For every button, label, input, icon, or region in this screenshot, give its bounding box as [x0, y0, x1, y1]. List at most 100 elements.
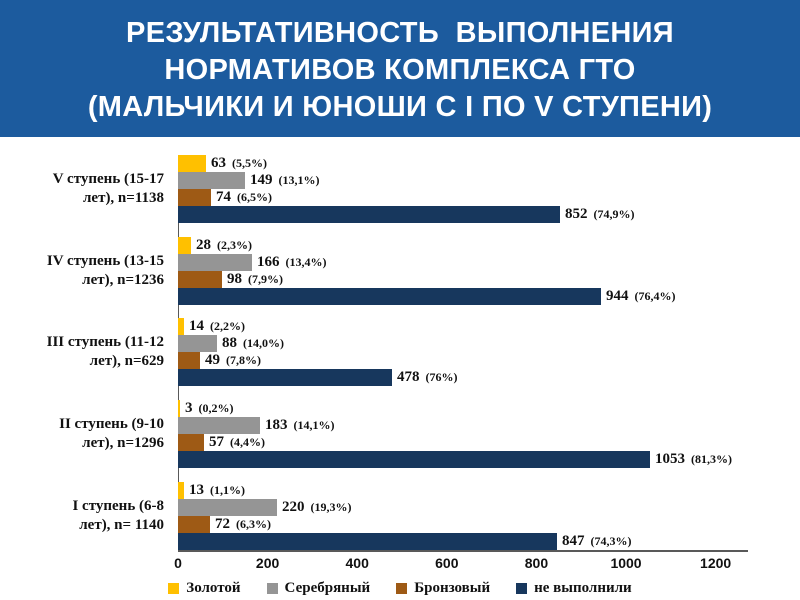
- bar-gold: [178, 236, 191, 254]
- bar-value-label: 14: [189, 318, 204, 335]
- bar-percent-label: (14,0%): [243, 336, 284, 351]
- bar-percent-label: (74,3%): [590, 533, 632, 548]
- bar-not-passed: [178, 287, 601, 305]
- legend-item: Бронзовый: [396, 580, 490, 597]
- bar-bronze: [178, 515, 210, 533]
- bar-value-label: 183: [265, 417, 288, 434]
- category-label: V ступень (15-17: [52, 171, 164, 187]
- legend-label: Золотой: [186, 579, 241, 596]
- bar-row: 1053 (81,3%): [178, 451, 800, 469]
- bar-bronze: [178, 352, 200, 370]
- category-label: III ступень (11-12: [46, 334, 164, 351]
- bar-percent-label: (2,3%): [217, 237, 252, 252]
- bar-value-label: 98: [227, 270, 242, 287]
- legend-swatch-icon: [266, 582, 278, 594]
- category-label-cell: IV ступень (13-15 лет), n=1236: [0, 237, 178, 305]
- chart-title-line-1: РЕЗУЛЬТАТИВНОСТЬ ВЫПОЛНЕНИЯ: [126, 17, 674, 49]
- bar-percent-label: (7,9%): [248, 271, 283, 286]
- bar-gold: [178, 481, 184, 499]
- bar-value-label: 74: [216, 189, 231, 205]
- bar-value-label: 57: [209, 434, 224, 451]
- bar-row: 847 (74,3%): [178, 532, 800, 550]
- bar-percent-label: (19,3%): [310, 499, 352, 514]
- bar-chart: V ступень (15-17 лет), n=1138 63 (5,5%) 149 (…: [0, 137, 800, 600]
- bar-group: IV ступень (13-15 лет), n=1236 28 (2,3%) 166…: [0, 236, 800, 305]
- bar-silver: [178, 417, 260, 435]
- bar-percent-label: (14,1%): [293, 418, 335, 433]
- bar-value-label: 72: [215, 515, 230, 532]
- bar-group: III ступень (11-12 лет), n=629 14 (2,2%) 88 (…: [0, 318, 800, 387]
- bar-gold: [178, 155, 206, 172]
- legend-label: не выполнили: [534, 579, 632, 596]
- bar-percent-label: (2,2%): [210, 319, 245, 334]
- bar-value-label: 3: [185, 400, 193, 417]
- legend: Золотой Серебряный Бронзовый не выполнили: [0, 577, 800, 599]
- bar-value-label: 944: [606, 287, 629, 304]
- bar-not-passed: [178, 451, 650, 469]
- bar-percent-label: (6,5%): [237, 190, 272, 204]
- x-tick-label: 1000: [610, 555, 642, 571]
- bar-bronze: [178, 270, 222, 288]
- bar-percent-label: (13,4%): [285, 254, 327, 269]
- bar-row: 220 (19,3%): [178, 498, 800, 516]
- bar-row: 149 (13,1%): [178, 172, 800, 189]
- chart-title-line-2: НОРМАТИВОВ КОМПЛЕКСА ГТО: [164, 54, 636, 86]
- bar-row: 28 (2,3%): [178, 236, 800, 254]
- bar-row: 98 (7,9%): [178, 270, 800, 288]
- bar-row: 72 (6,3%): [178, 515, 800, 533]
- bar-percent-label: (5,5%): [232, 156, 267, 170]
- bars-cell: 63 (5,5%) 149 (13,1%) 74 (6,5%) 852 (74,9%): [178, 155, 800, 223]
- legend-swatch-icon: [516, 582, 528, 594]
- bar-row: 183 (14,1%): [178, 417, 800, 435]
- bar-group: V ступень (15-17 лет), n=1138 63 (5,5%) 149 (…: [0, 155, 800, 223]
- bar-bronze: [178, 189, 211, 206]
- bar-bronze: [178, 434, 204, 452]
- bar-row: 57 (4,4%): [178, 434, 800, 452]
- bar-percent-label: (76,4%): [634, 288, 676, 303]
- legend-item: Золотой: [168, 579, 241, 597]
- bar-percent-label: (13,1%): [278, 173, 320, 187]
- bar-value-label: 149: [250, 172, 273, 188]
- category-label: IV ступень (13-15: [46, 252, 164, 269]
- bars-cell: 28 (2,3%) 166 (13,4%) 98 (7,9%) 944 (76,4%): [178, 236, 800, 305]
- bar-value-label: 28: [196, 236, 211, 253]
- bar-silver: [178, 253, 252, 271]
- category-label: I ступень (6-8: [72, 497, 164, 514]
- bar-group: I ступень (6-8 лет), n= 1140 13 (1,1%) 220 (1…: [0, 481, 800, 550]
- bar-value-label: 13: [189, 481, 204, 498]
- category-label-line2: лет), n= 1140: [79, 516, 164, 533]
- bar-value-label: 1053: [655, 451, 685, 468]
- bar-row: 63 (5,5%): [178, 155, 800, 172]
- bar-row: 166 (13,4%): [178, 253, 800, 271]
- bar-row: 14 (2,2%): [178, 318, 800, 336]
- bar-value-label: 63: [211, 155, 226, 171]
- category-label-cell: I ступень (6-8 лет), n= 1140: [0, 482, 178, 550]
- x-tick-label: 1200: [700, 555, 732, 571]
- bar-percent-label: (4,4%): [230, 435, 265, 450]
- legend-item: Серебряный: [266, 579, 371, 597]
- bar-row: 74 (6,5%): [178, 189, 800, 206]
- title-banner: РЕЗУЛЬТАТИВНОСТЬ ВЫПОЛНЕНИЯ НОРМАТИВОВ К…: [0, 0, 800, 137]
- x-tick-label: 800: [524, 555, 549, 571]
- legend-label: Серебряный: [284, 579, 371, 596]
- legend-swatch-icon: [396, 582, 408, 594]
- bar-not-passed: [178, 532, 557, 550]
- bar-value-label: 49: [205, 352, 220, 369]
- bar-silver: [178, 172, 245, 189]
- category-label-cell: II ступень (9-10 лет), n=1296: [0, 400, 178, 468]
- legend-label: Бронзовый: [414, 579, 491, 596]
- bar-row: 88 (14,0%): [178, 335, 800, 353]
- category-label: II ступень (9-10: [59, 416, 164, 433]
- bar-row: 944 (76,4%): [178, 287, 800, 305]
- category-label-line2: лет), n=629: [89, 353, 164, 370]
- category-label-line2: лет), n=1138: [83, 190, 164, 206]
- bar-value-label: 220: [282, 498, 305, 515]
- bars-cell: 3 (0,2%) 183 (14,1%) 57 (4,4%) 1053 (81,3%): [178, 400, 800, 469]
- bar-value-label: 88: [222, 335, 237, 352]
- bar-percent-label: (1,1%): [210, 482, 245, 497]
- bar-percent-label: (0,2%): [198, 401, 234, 416]
- chart-title-line-3: (МАЛЬЧИКИ И ЮНОШИ С I ПО V СТУПЕНИ): [87, 91, 713, 123]
- bar-group: II ступень (9-10 лет), n=1296 3 (0,2%) 183 (1…: [0, 400, 800, 469]
- bar-value-label: 847: [562, 532, 585, 549]
